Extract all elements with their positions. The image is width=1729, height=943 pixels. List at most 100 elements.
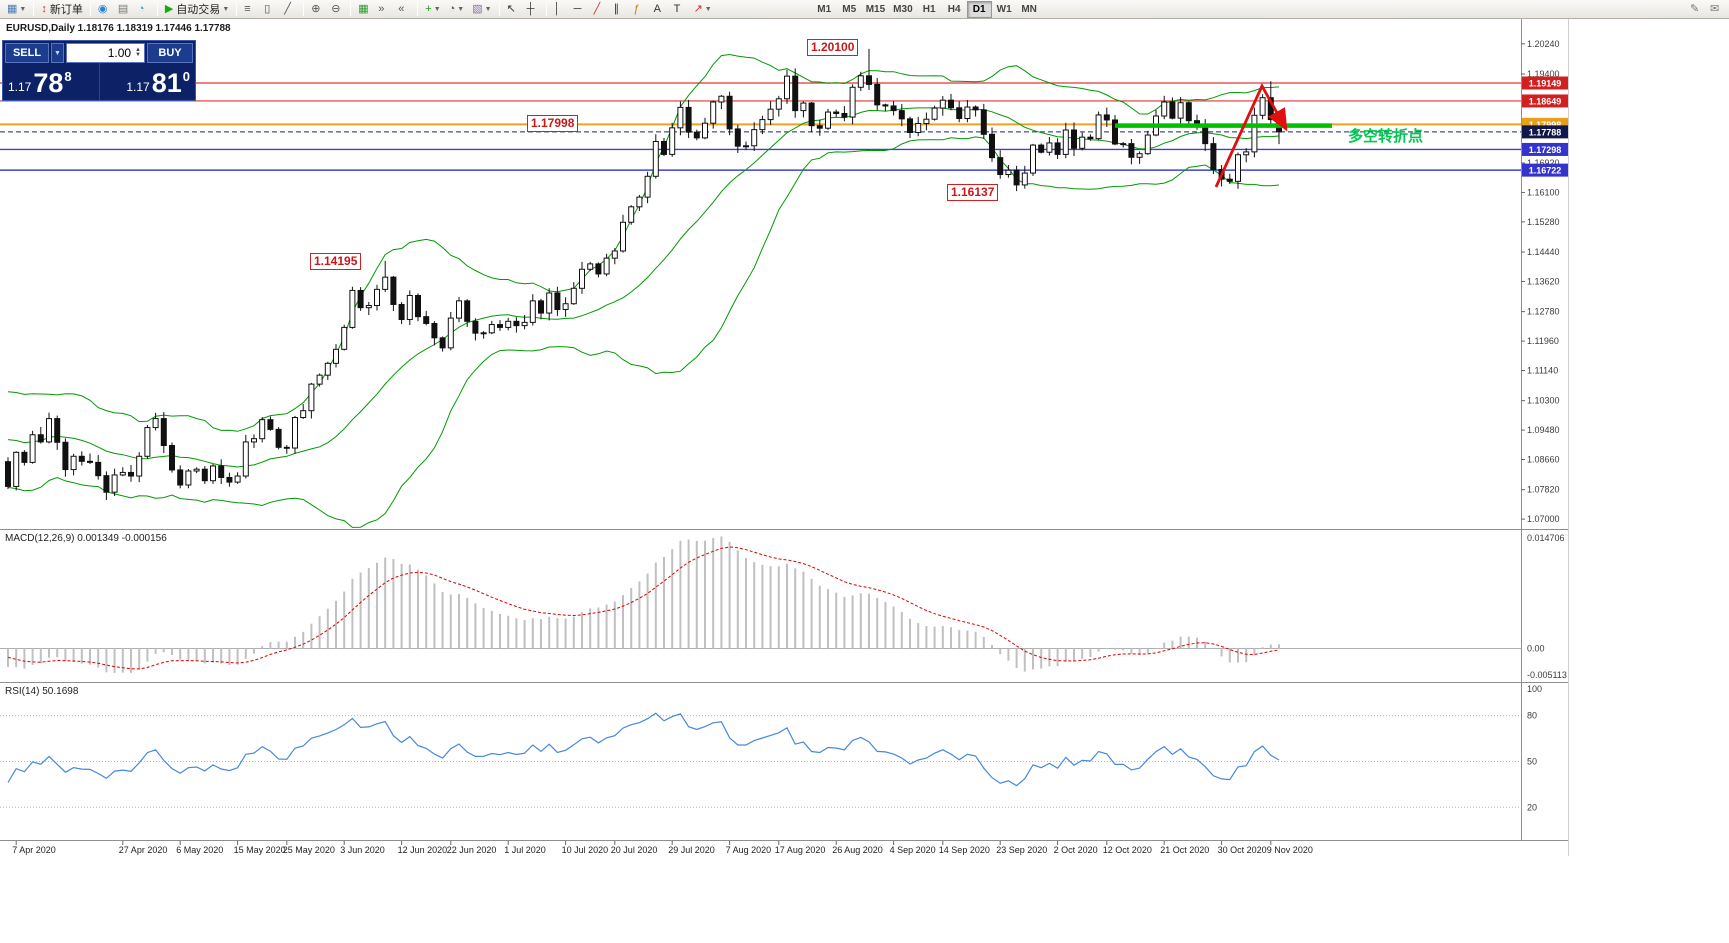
svg-text:100: 100 bbox=[1527, 684, 1542, 694]
auto-trading-button[interactable]: ▶ 自动交易 ▼ bbox=[161, 1, 233, 18]
svg-text:80: 80 bbox=[1527, 711, 1537, 721]
svg-text:1.17998: 1.17998 bbox=[1529, 120, 1562, 130]
arrow-layer[interactable] bbox=[1214, 82, 1288, 188]
cursor-button[interactable]: ↖ bbox=[503, 1, 523, 18]
chevron-down-icon[interactable]: ▼ bbox=[222, 5, 230, 13]
bar-chart-type-icon: ≡ bbox=[244, 2, 251, 15]
trendline-button[interactable]: ╱ bbox=[590, 1, 610, 18]
svg-text:26 Aug 2020: 26 Aug 2020 bbox=[832, 845, 883, 855]
svg-text:1.19149: 1.19149 bbox=[1529, 79, 1562, 89]
fibonacci-button[interactable]: ƒ bbox=[630, 1, 650, 18]
bollinger-lower-band bbox=[7, 136, 1280, 528]
reversal-point-note[interactable]: 多空转折点 bbox=[1348, 128, 1424, 145]
timeframe-MN[interactable]: MN bbox=[1017, 1, 1042, 18]
toolbar-separator bbox=[417, 2, 419, 16]
svg-text:50: 50 bbox=[1527, 757, 1537, 767]
crosshair-button[interactable]: ┼ bbox=[523, 1, 543, 18]
bollinger-upper-band bbox=[7, 53, 1280, 432]
whats-new-button[interactable]: ✎ bbox=[1686, 1, 1706, 18]
horizontal-line-button[interactable]: ─ bbox=[570, 1, 590, 18]
templates-button[interactable]: ▧ ▼ bbox=[468, 1, 495, 18]
rsi-indicator-title: RSI(14) 50.1698 bbox=[5, 686, 79, 697]
timeframe-D1[interactable]: D1 bbox=[966, 0, 992, 18]
auto-trading-button-label: 自动交易 bbox=[176, 4, 221, 16]
sell-button[interactable]: SELL bbox=[5, 43, 49, 63]
zoom-in-button[interactable]: ⊕ bbox=[307, 1, 327, 18]
volume-input[interactable]: 1.00 ▲ ▼ bbox=[66, 43, 145, 63]
timeframe-H4[interactable]: H4 bbox=[942, 1, 967, 18]
svg-text:20 Jul 2020: 20 Jul 2020 bbox=[611, 845, 658, 855]
svg-text:1.15280: 1.15280 bbox=[1527, 217, 1560, 227]
chevron-down-icon[interactable]: ▼ bbox=[484, 5, 492, 13]
svg-text:1.07820: 1.07820 bbox=[1527, 485, 1560, 495]
tile-windows-icon: ▦ bbox=[358, 2, 369, 15]
timeframe-M5[interactable]: M5 bbox=[837, 1, 862, 18]
line-chart-type-button[interactable]: ╱ bbox=[280, 1, 300, 18]
svg-text:0.00: 0.00 bbox=[1527, 644, 1545, 654]
chevron-down-icon[interactable]: ▼ bbox=[704, 5, 712, 13]
vertical-line-button[interactable]: │ bbox=[550, 1, 570, 18]
equidistant-channel-icon: ∥ bbox=[613, 2, 620, 15]
price-annotation-box[interactable]: 1.14195 bbox=[310, 253, 362, 270]
zoom-out-button[interactable]: ⊖ bbox=[327, 1, 347, 18]
equidistant-channel-button[interactable]: ∥ bbox=[610, 1, 630, 18]
toolbar-separator bbox=[303, 2, 305, 16]
svg-text:20: 20 bbox=[1527, 802, 1537, 812]
timeframe-W1[interactable]: W1 bbox=[992, 1, 1017, 18]
rsi-panel: 100 80 50 20 bbox=[0, 684, 1542, 812]
candlestick-type-button[interactable]: ▯ bbox=[260, 1, 280, 18]
whats-new-icon: ✎ bbox=[1690, 2, 1700, 15]
timeframe-M15[interactable]: M15 bbox=[862, 1, 889, 18]
spinner-up-icon[interactable]: ▲ bbox=[135, 47, 141, 53]
chart-shift-button[interactable]: « bbox=[394, 1, 414, 18]
notifications-button[interactable]: ✉ bbox=[1706, 1, 1726, 18]
text-label-button[interactable]: T bbox=[670, 1, 690, 18]
tile-windows-button[interactable]: ▦ bbox=[354, 1, 374, 18]
svg-text:1.10300: 1.10300 bbox=[1527, 396, 1560, 406]
macd-indicator-title: MACD(12,26,9) 0.001349 -0.000156 bbox=[5, 533, 167, 544]
svg-text:1.17298: 1.17298 bbox=[1529, 145, 1562, 155]
svg-text:1 Jul 2020: 1 Jul 2020 bbox=[504, 845, 546, 855]
svg-text:0.014706: 0.014706 bbox=[1527, 533, 1565, 543]
timeframe-M30[interactable]: M30 bbox=[889, 1, 916, 18]
svg-text:1.13620: 1.13620 bbox=[1527, 276, 1560, 286]
bar-chart-type-button[interactable]: ≡ bbox=[240, 1, 260, 18]
auto-scroll-button[interactable]: » bbox=[374, 1, 394, 18]
auto-trading-icon: ▶ bbox=[164, 2, 174, 15]
svg-text:1.20240: 1.20240 bbox=[1527, 39, 1560, 49]
sell-price[interactable]: 1.17 78 8 bbox=[3, 63, 99, 100]
mql5-community-button[interactable]: ◉ bbox=[94, 1, 114, 18]
chevron-down-icon[interactable]: ▼ bbox=[457, 5, 465, 13]
price-axis[interactable]: 1.20240 1.19400 1.16920 1.16100 1.15280 1.144… bbox=[1521, 39, 1568, 524]
price-annotation-box[interactable]: 1.20100 bbox=[807, 39, 859, 56]
economic-news-button[interactable]: ◔ bbox=[134, 1, 154, 18]
price-annotation-box[interactable]: 1.16137 bbox=[947, 184, 999, 201]
chevron-down-icon[interactable]: ▼ bbox=[433, 5, 441, 13]
indicators-button[interactable]: + ▼ bbox=[421, 1, 444, 18]
buy-button[interactable]: BUY bbox=[147, 43, 193, 63]
svg-text:1.07000: 1.07000 bbox=[1527, 514, 1560, 524]
order-type-dropdown[interactable]: ▼ bbox=[51, 43, 64, 63]
arrows-button[interactable]: ↗ ▼ bbox=[690, 1, 716, 18]
timeframe-H1[interactable]: H1 bbox=[917, 1, 942, 18]
chart-window-button[interactable]: ▤ bbox=[114, 1, 134, 18]
new-order-button[interactable]: ↕ 新订单 bbox=[37, 1, 87, 18]
buy-price[interactable]: 1.17 81 0 bbox=[98, 63, 196, 100]
svg-text:15 May 2020: 15 May 2020 bbox=[234, 845, 286, 855]
chevron-down-icon[interactable]: ▼ bbox=[19, 5, 27, 13]
new-chart-button[interactable]: ▦ ▼ bbox=[3, 1, 30, 18]
svg-text:1.08660: 1.08660 bbox=[1527, 455, 1560, 465]
volume-spinner[interactable]: ▲ ▼ bbox=[135, 47, 141, 58]
timeframe-M1[interactable]: M1 bbox=[812, 1, 837, 18]
svg-text:30 Oct 2020: 30 Oct 2020 bbox=[1218, 845, 1267, 855]
text-icon: A bbox=[653, 2, 661, 15]
reversal-arrow[interactable] bbox=[1214, 82, 1288, 188]
symbol-ohlc-title: EURUSD,Daily 1.18176 1.18319 1.17446 1.1… bbox=[6, 23, 231, 34]
price-annotation-box[interactable]: 1.17998 bbox=[527, 115, 579, 132]
periods-button[interactable]: ◔ ▼ bbox=[445, 1, 469, 18]
text-button[interactable]: A bbox=[650, 1, 670, 18]
date-axis[interactable]: 7 Apr 2020 27 Apr 2020 6 May 2020 15 May 20… bbox=[12, 841, 1313, 855]
svg-text:9 Nov 2020: 9 Nov 2020 bbox=[1267, 845, 1313, 855]
spinner-down-icon[interactable]: ▼ bbox=[135, 52, 141, 58]
